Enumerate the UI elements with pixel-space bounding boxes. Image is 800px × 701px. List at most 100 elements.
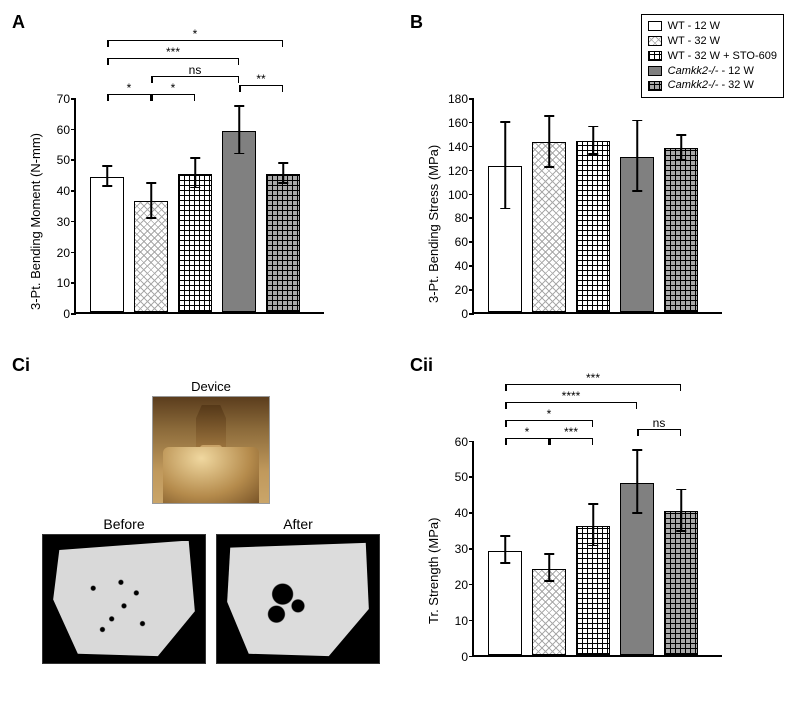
chart-b-ytick: 80 — [438, 211, 468, 225]
chart-a-ytick: 60 — [40, 123, 70, 137]
chart-b-ytick: 180 — [438, 92, 468, 106]
legend-label: WT - 12 W — [668, 19, 720, 34]
chart-cii-errorbar — [636, 449, 638, 514]
legend-label: WT - 32 W — [668, 34, 720, 49]
before-label: Before — [42, 516, 206, 532]
chart-cii-sig-label: **** — [562, 389, 581, 403]
chart-b-ytick: 140 — [438, 140, 468, 154]
chart-b-errorbar — [636, 120, 638, 192]
chart-a-sig-label: * — [127, 81, 132, 95]
chart-cii-bar — [488, 551, 522, 655]
legend-box: WT - 12 WWT - 32 WWT - 32 W + STO-609Cam… — [641, 14, 784, 98]
legend-item: WT - 32 W — [648, 34, 777, 49]
chart-a-errorbar — [238, 105, 240, 154]
chart-cii-plot: 0102030405060*********ns*** — [472, 442, 722, 657]
chart-a-bar — [134, 201, 168, 312]
chart-cii-errorbar — [504, 535, 506, 564]
chart-a-errorbar — [150, 182, 152, 219]
panel-a-label: A — [12, 12, 25, 33]
chart-b-errorbar — [548, 115, 550, 168]
chart-cii-bar — [532, 569, 566, 655]
chart-a-ytick: 30 — [40, 215, 70, 229]
legend-item: WT - 12 W — [648, 19, 777, 34]
chart-cii-sig-label: * — [525, 425, 530, 439]
chart-a-ytick: 40 — [40, 184, 70, 198]
chart-cii-sig-label: *** — [586, 371, 600, 385]
chart-b-ytick: 60 — [438, 235, 468, 249]
chart-cii-ytick: 10 — [438, 614, 468, 628]
chart-b-ytick: 20 — [438, 283, 468, 297]
chart-b-bar — [620, 157, 654, 312]
chart-b-ytick: 100 — [438, 188, 468, 202]
legend-item: Camkk2-/- - 32 W — [648, 78, 777, 93]
chart-cii-ytick: 60 — [438, 435, 468, 449]
chart-a-bar — [90, 177, 124, 312]
chart-a-ytick: 70 — [40, 92, 70, 106]
panel-b-label: B — [410, 12, 423, 33]
panel-ci-label: Ci — [12, 355, 30, 376]
chart-a-bar — [222, 131, 256, 312]
chart-cii-bar — [620, 483, 654, 655]
chart-b-ytick: 0 — [438, 307, 468, 321]
chart-cii-ytick: 30 — [438, 542, 468, 556]
device-image — [152, 396, 270, 504]
chart-cii-sig-label: * — [547, 407, 552, 421]
panel-cii: Cii 0102030405060*********ns***Tr. Stren… — [410, 355, 788, 685]
panel-cii-label: Cii — [410, 355, 433, 376]
chart-b-bar — [532, 142, 566, 312]
chart-cii-errorbar — [592, 503, 594, 546]
chart-b-ytick: 40 — [438, 259, 468, 273]
legend-swatch — [648, 36, 662, 46]
legend-label: WT - 32 W + STO-609 — [668, 49, 777, 64]
legend-swatch — [648, 66, 662, 76]
legend-item: Camkk2-/- - 12 W — [648, 64, 777, 79]
chart-b-ytick: 120 — [438, 164, 468, 178]
chart-b-errorbar — [592, 126, 594, 155]
ci-content: Device Before After — [42, 379, 380, 685]
chart-b-errorbar — [680, 134, 682, 160]
chart-cii-ytick: 50 — [438, 470, 468, 484]
chart-cii-errorbar — [548, 553, 550, 582]
chart-a-sig-label: *** — [166, 45, 180, 59]
legend-label: Camkk2-/- - 32 W — [668, 78, 754, 93]
chart-b-plot: 020406080100120140160180 — [472, 99, 722, 314]
after-image — [216, 534, 380, 664]
chart-cii-sig-label: *** — [564, 425, 578, 439]
chart-b-bar — [576, 141, 610, 312]
legend-swatch — [648, 21, 662, 31]
chart-a-ytick: 0 — [40, 307, 70, 321]
panel-b: B WT - 12 WWT - 32 WWT - 32 W + STO-609C… — [410, 12, 788, 342]
chart-b-bar — [488, 166, 522, 312]
before-image — [42, 534, 206, 664]
chart-cii-ytick: 0 — [438, 650, 468, 664]
chart-b-ylabel: 3-Pt. Bending Stress (MPa) — [426, 145, 441, 303]
chart-cii-errorbar — [680, 489, 682, 532]
legend-swatch — [648, 81, 662, 91]
chart-a-ylabel: 3-Pt. Bending Moment (N-mm) — [28, 133, 43, 310]
after-label: After — [216, 516, 380, 532]
chart-b-ytick: 160 — [438, 116, 468, 130]
chart-cii-ytick: 40 — [438, 506, 468, 520]
chart-a-sig-label: ns — [189, 63, 202, 77]
chart-a-errorbar — [194, 157, 196, 188]
chart-a-bar — [178, 174, 212, 312]
chart-cii-bar — [664, 511, 698, 654]
chart-b-errorbar — [504, 121, 506, 209]
chart-a-sig-label: * — [171, 81, 176, 95]
chart-a-bar — [266, 174, 300, 312]
legend-swatch — [648, 51, 662, 61]
chart-b-bar — [664, 148, 698, 312]
chart-a-sig-label: * — [193, 27, 198, 41]
figure-grid: A 010203040506070**ns******3-Pt. Bending… — [12, 12, 788, 689]
panel-ci: Ci Device Before After — [12, 355, 390, 685]
chart-a-errorbar — [106, 165, 108, 187]
device-label: Device — [42, 379, 380, 394]
chart-a-ytick: 50 — [40, 153, 70, 167]
chart-cii-ytick: 20 — [438, 578, 468, 592]
chart-a-ytick: 20 — [40, 246, 70, 260]
legend-label: Camkk2-/- - 12 W — [668, 64, 754, 79]
chart-cii-bar — [576, 526, 610, 655]
chart-cii-sig-label: ns — [653, 416, 666, 430]
chart-a-plot: 010203040506070**ns****** — [74, 99, 324, 314]
chart-a-sig-label: ** — [256, 72, 265, 86]
